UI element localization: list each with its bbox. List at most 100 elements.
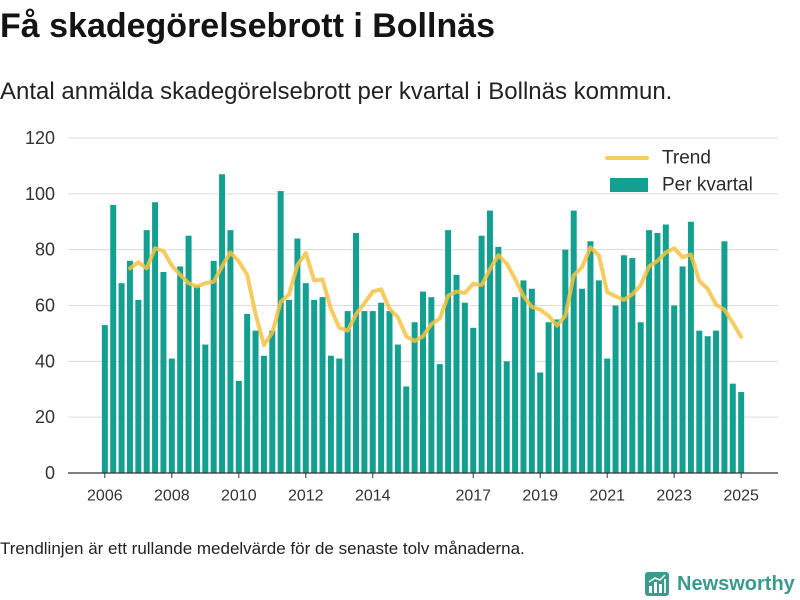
bar-per-kvartal: [729, 383, 736, 473]
logo-icon-bar: [664, 579, 666, 593]
bar-per-kvartal: [587, 241, 594, 473]
bar-per-kvartal: [562, 249, 569, 473]
bar-per-kvartal: [411, 322, 418, 473]
logo-icon-bar: [654, 582, 657, 593]
x-tick-label: 2006: [87, 488, 123, 505]
y-tick-label: 60: [35, 296, 55, 316]
newsworthy-logo: Newsworthy: [645, 571, 795, 597]
y-tick-label: 100: [25, 184, 55, 204]
logo-icon-graphic: [645, 572, 669, 596]
y-axis: 0 20 40 60 80 100 120: [25, 128, 55, 483]
bar-per-kvartal: [637, 322, 644, 473]
legend-per-kvartal-label: Per kvartal: [662, 175, 753, 196]
bar-per-kvartal: [235, 380, 242, 474]
bar-per-kvartal: [579, 288, 586, 473]
bar-per-kvartal: [302, 283, 309, 473]
bar-per-kvartal: [545, 322, 552, 473]
bar-per-kvartal: [286, 299, 293, 473]
bar-per-kvartal: [193, 285, 200, 473]
bar-per-kvartal: [244, 313, 251, 474]
y-tick-label: 120: [25, 128, 55, 148]
bar-per-kvartal: [604, 358, 611, 473]
chart-subtitle: Antal anmälda skadegörelsebrott per kvar…: [0, 78, 673, 105]
bar-per-kvartal: [319, 297, 326, 474]
logo-icon-line: [648, 574, 666, 583]
bar-per-kvartal: [503, 361, 510, 473]
legend: Trend Per kvartal: [605, 148, 753, 196]
logo-icon-bar: [659, 584, 662, 593]
bar-per-kvartal: [219, 174, 226, 474]
bar-per-kvartal: [620, 255, 627, 473]
bar-per-kvartal: [696, 330, 703, 474]
bar-per-kvartal: [662, 224, 669, 473]
bar-per-kvartal: [495, 246, 502, 473]
bar-per-kvartal: [428, 297, 435, 474]
x-tick-label: 2010: [221, 488, 257, 505]
bar-per-kvartal: [713, 330, 720, 474]
bar-per-kvartal: [353, 232, 360, 473]
bar-per-kvartal: [327, 355, 334, 473]
bar-per-kvartal: [553, 319, 560, 473]
legend-per-kvartal-swatch: [610, 178, 648, 192]
bar-per-kvartal: [227, 230, 234, 474]
x-tick-label: 2014: [355, 488, 391, 505]
bar-per-kvartal: [537, 372, 544, 473]
bar-per-kvartal: [461, 302, 468, 473]
logo-icon-bar: [649, 586, 652, 593]
bar-per-kvartal: [101, 325, 108, 473]
y-tick-label: 0: [45, 463, 55, 483]
bar-per-kvartal: [528, 288, 535, 473]
bar-chart-logo-icon: [645, 572, 669, 596]
bar-per-kvartal: [260, 355, 267, 473]
bar-per-kvartal: [202, 344, 209, 473]
bar-per-kvartal: [177, 266, 184, 473]
x-tick-label: 2021: [589, 488, 625, 505]
bar-per-kvartal: [311, 299, 318, 473]
bar-per-kvartal: [269, 330, 276, 474]
bar-per-kvartal: [110, 205, 117, 473]
bar-per-kvartal: [344, 311, 351, 473]
bar-per-kvartal: [679, 266, 686, 473]
bar-per-kvartal: [520, 280, 527, 474]
x-tick-label: 2012: [288, 488, 324, 505]
bar-per-kvartal: [394, 344, 401, 473]
x-tick-label: 2025: [723, 488, 759, 505]
bar-per-kvartal: [436, 364, 443, 474]
chart-area: 2006 2008 2010 2012 2014 2017 2019 2021 2023 2025…: [25, 128, 778, 505]
bar-per-kvartal: [704, 336, 711, 473]
x-tick-label: 2017: [455, 488, 491, 505]
x-tick-label: 2023: [656, 488, 692, 505]
logo-text: Newsworthy: [677, 573, 795, 595]
y-tick-label: 80: [35, 240, 55, 260]
bar-per-kvartal: [378, 302, 385, 473]
bar-per-kvartal: [445, 230, 452, 474]
bar-per-kvartal: [629, 258, 636, 473]
bar-per-kvartal: [336, 358, 343, 473]
bar-per-kvartal: [252, 330, 259, 474]
bar-per-kvartal: [738, 392, 745, 473]
bar-per-kvartal: [671, 305, 678, 473]
chart-title: Få skadegörelsebrott i Bollnäs: [0, 7, 496, 45]
bar-per-kvartal: [210, 260, 217, 473]
bar-per-kvartal: [595, 280, 602, 474]
bars-per-kvartal: [101, 174, 745, 474]
bar-per-kvartal: [470, 327, 477, 473]
bar-per-kvartal: [135, 299, 142, 473]
bar-per-kvartal: [118, 283, 125, 473]
bar-per-kvartal: [478, 235, 485, 473]
bar-per-kvartal: [386, 311, 393, 473]
bar-per-kvartal: [185, 235, 192, 473]
bar-per-kvartal: [612, 305, 619, 473]
bar-per-kvartal: [277, 191, 284, 474]
bar-per-kvartal: [512, 297, 519, 474]
bar-per-kvartal: [143, 230, 150, 474]
footnote: Trendlinjen är ett rullande medelvärde f…: [0, 539, 525, 558]
bar-per-kvartal: [126, 260, 133, 473]
bar-per-kvartal: [369, 311, 376, 473]
trend-line: [127, 245, 744, 348]
bar-per-kvartal: [361, 311, 368, 473]
bar-per-kvartal: [294, 238, 301, 473]
bar-per-kvartal: [646, 230, 653, 474]
bar-per-kvartal: [152, 202, 159, 473]
bar-per-kvartal: [687, 221, 694, 473]
